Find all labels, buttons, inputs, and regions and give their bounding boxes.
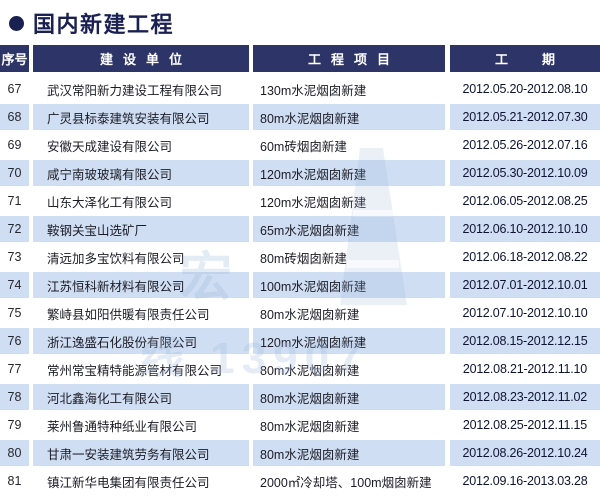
company-name: 山东大泽化工有限公司 [33, 188, 249, 214]
project-description: 100m水泥烟囱新建 [253, 272, 445, 298]
company-name: 江苏恒科新材料有限公司 [33, 272, 249, 298]
table-row: 80 甘肃一安装建筑劳务有限公司 80m水泥烟囱新建 2012.08.26-20… [0, 440, 600, 466]
company-name: 浙江逸盛石化股份有限公司 [33, 328, 249, 354]
table-row: 79 莱州鲁通特种纸业有限公司 80m水泥烟囱新建 2012.08.25-201… [0, 412, 600, 438]
project-period: 2012.08.25-2012.11.15 [450, 412, 600, 438]
page-title: 国内新建工程 [9, 7, 174, 39]
row-number: 76 [0, 328, 29, 354]
row-number: 75 [0, 300, 29, 326]
project-period: 2012.06.10-2012.10.10 [450, 216, 600, 242]
page-title-text: 国内新建工程 [33, 12, 175, 37]
project-period: 2012.05.20-2012.08.10 [450, 76, 600, 102]
project-period: 2012.08.23-2012.11.02 [450, 384, 600, 410]
header-cell-project: 工程项目 [253, 45, 445, 72]
table-row: 71 山东大泽化工有限公司 120m水泥烟囱新建 2012.06.05-2012… [0, 188, 600, 214]
table-row: 78 河北鑫海化工有限公司 80m水泥烟囱新建 2012.08.23-2012.… [0, 384, 600, 410]
project-description: 80m水泥烟囱新建 [253, 300, 445, 326]
project-description: 80m水泥烟囱新建 [253, 440, 445, 466]
project-description: 120m水泥烟囱新建 [253, 188, 445, 214]
table-row: 81 镇江新华电集团有限责任公司 2000㎡冷却塔、100m烟囱新建 2012.… [0, 468, 600, 494]
project-period: 2012.05.21-2012.07.30 [450, 104, 600, 130]
row-number: 71 [0, 188, 29, 214]
company-name: 鞍钢关宝山选矿厂 [33, 216, 249, 242]
row-number: 73 [0, 244, 29, 270]
project-period: 2012.08.26-2012.10.24 [450, 440, 600, 466]
project-description: 2000㎡冷却塔、100m烟囱新建 [253, 468, 445, 494]
project-description: 60m砖烟囱新建 [253, 132, 445, 158]
project-period: 2012.06.18-2012.08.22 [450, 244, 600, 270]
company-name: 河北鑫海化工有限公司 [33, 384, 249, 410]
row-number: 78 [0, 384, 29, 410]
table-row: 77 常州常宝精特能源管材有限公司 80m水泥烟囱新建 2012.08.21-2… [0, 356, 600, 382]
company-name: 甘肃一安装建筑劳务有限公司 [33, 440, 249, 466]
company-name: 清远加多宝饮料有限公司 [33, 244, 249, 270]
row-number: 68 [0, 104, 29, 130]
table-row: 75 繁峙县如阳供暖有限责任公司 80m水泥烟囱新建 2012.07.10-20… [0, 300, 600, 326]
row-number: 80 [0, 440, 29, 466]
company-name: 咸宁南玻玻璃有限公司 [33, 160, 249, 186]
row-number: 79 [0, 412, 29, 438]
row-number: 69 [0, 132, 29, 158]
company-name: 常州常宝精特能源管材有限公司 [33, 356, 249, 382]
project-description: 80m水泥烟囱新建 [253, 384, 445, 410]
table-row: 67 武汉常阳新力建设工程有限公司 130m水泥烟囱新建 2012.05.20-… [0, 76, 600, 102]
table-row: 73 清远加多宝饮料有限公司 80m砖烟囱新建 2012.06.18-2012.… [0, 244, 600, 270]
project-period: 2012.08.15-2012.12.15 [450, 328, 600, 354]
project-description: 120m水泥烟囱新建 [253, 328, 445, 354]
company-name: 广灵县标泰建筑安装有限公司 [33, 104, 249, 130]
table-body: 67 武汉常阳新力建设工程有限公司 130m水泥烟囱新建 2012.05.20-… [0, 76, 600, 496]
project-period: 2012.07.01-2012.10.01 [450, 272, 600, 298]
row-number: 74 [0, 272, 29, 298]
project-description: 80m水泥烟囱新建 [253, 412, 445, 438]
project-period: 2012.05.26-2012.07.16 [450, 132, 600, 158]
project-description: 80m水泥烟囱新建 [253, 104, 445, 130]
company-name: 安徽天成建设有限公司 [33, 132, 249, 158]
project-period: 2012.08.21-2012.11.10 [450, 356, 600, 382]
company-name: 镇江新华电集团有限责任公司 [33, 468, 249, 494]
table-header: 序号 建设单位 工程项目 工期 [0, 45, 600, 72]
company-name: 莱州鲁通特种纸业有限公司 [33, 412, 249, 438]
project-description: 80m水泥烟囱新建 [253, 356, 445, 382]
header-cell-company: 建设单位 [33, 45, 249, 72]
header-cell-period: 工期 [450, 45, 600, 72]
table-row: 76 浙江逸盛石化股份有限公司 120m水泥烟囱新建 2012.08.15-20… [0, 328, 600, 354]
company-name: 武汉常阳新力建设工程有限公司 [33, 76, 249, 102]
bullet-icon [9, 15, 24, 31]
table-row: 72 鞍钢关宝山选矿厂 65m水泥烟囱新建 2012.06.10-2012.10… [0, 216, 600, 242]
table-row: 74 江苏恒科新材料有限公司 100m水泥烟囱新建 2012.07.01-201… [0, 272, 600, 298]
row-number: 70 [0, 160, 29, 186]
project-description: 65m水泥烟囱新建 [253, 216, 445, 242]
row-number: 77 [0, 356, 29, 382]
company-name: 繁峙县如阳供暖有限责任公司 [33, 300, 249, 326]
table-row: 68 广灵县标泰建筑安装有限公司 80m水泥烟囱新建 2012.05.21-20… [0, 104, 600, 130]
table-row: 70 咸宁南玻玻璃有限公司 120m水泥烟囱新建 2012.05.30-2012… [0, 160, 600, 186]
project-description: 130m水泥烟囱新建 [253, 76, 445, 102]
row-number: 72 [0, 216, 29, 242]
project-description: 80m砖烟囱新建 [253, 244, 445, 270]
project-period: 2012.06.05-2012.08.25 [450, 188, 600, 214]
project-period: 2012.05.30-2012.10.09 [450, 160, 600, 186]
table-row: 69 安徽天成建设有限公司 60m砖烟囱新建 2012.05.26-2012.0… [0, 132, 600, 158]
row-number: 81 [0, 468, 29, 494]
header-cell-no: 序号 [0, 45, 29, 72]
project-period: 2012.07.10-2012.10.10 [450, 300, 600, 326]
row-number: 67 [0, 76, 29, 102]
project-period: 2012.09.16-2013.03.28 [450, 468, 600, 494]
project-description: 120m水泥烟囱新建 [253, 160, 445, 186]
